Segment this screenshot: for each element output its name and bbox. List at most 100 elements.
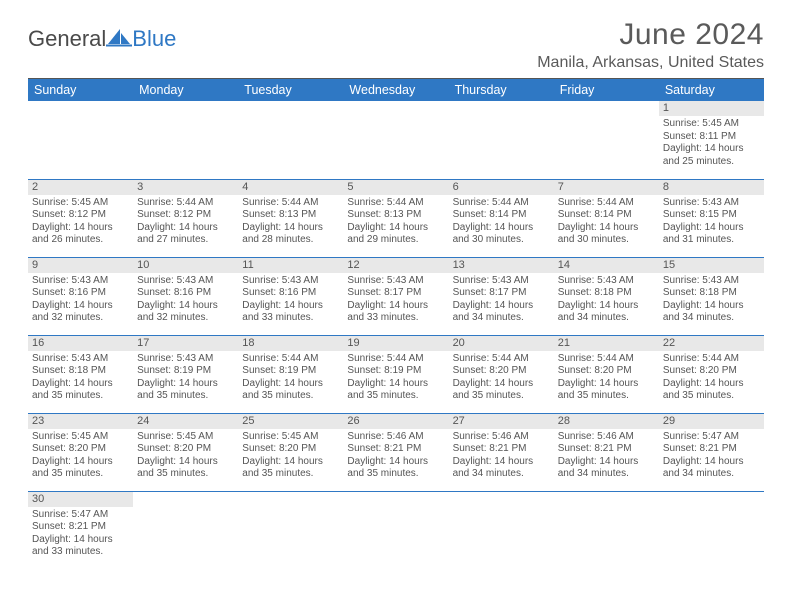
day-details: Sunrise: 5:43 AMSunset: 8:17 PMDaylight:…	[343, 273, 448, 329]
calendar-day-cell: 26Sunrise: 5:46 AMSunset: 8:21 PMDayligh…	[343, 413, 448, 491]
calendar-day-cell: 25Sunrise: 5:45 AMSunset: 8:20 PMDayligh…	[238, 413, 343, 491]
calendar-day-cell: 19Sunrise: 5:44 AMSunset: 8:19 PMDayligh…	[343, 335, 448, 413]
day-number: 21	[554, 336, 659, 351]
calendar-header-row: SundayMondayTuesdayWednesdayThursdayFrid…	[28, 79, 764, 101]
day-number: 1	[659, 101, 764, 116]
day-details: Sunrise: 5:45 AMSunset: 8:12 PMDaylight:…	[28, 195, 133, 251]
day-details: Sunrise: 5:44 AMSunset: 8:19 PMDaylight:…	[343, 351, 448, 407]
calendar-day-cell: 14Sunrise: 5:43 AMSunset: 8:18 PMDayligh…	[554, 257, 659, 335]
day-details: Sunrise: 5:43 AMSunset: 8:16 PMDaylight:…	[133, 273, 238, 329]
day-number: 13	[449, 258, 554, 273]
calendar-day-cell: 1Sunrise: 5:45 AMSunset: 8:11 PMDaylight…	[659, 101, 764, 179]
day-details: Sunrise: 5:44 AMSunset: 8:14 PMDaylight:…	[449, 195, 554, 251]
day-details: Sunrise: 5:44 AMSunset: 8:19 PMDaylight:…	[238, 351, 343, 407]
day-number: 7	[554, 180, 659, 195]
calendar-page: General Blue June 2024 Manila, Arkansas,…	[0, 0, 792, 569]
calendar-day-cell: 17Sunrise: 5:43 AMSunset: 8:19 PMDayligh…	[133, 335, 238, 413]
day-number: 24	[133, 414, 238, 429]
day-details: Sunrise: 5:43 AMSunset: 8:17 PMDaylight:…	[449, 273, 554, 329]
day-number: 30	[28, 492, 133, 507]
day-number: 6	[449, 180, 554, 195]
day-details: Sunrise: 5:44 AMSunset: 8:20 PMDaylight:…	[554, 351, 659, 407]
day-details: Sunrise: 5:43 AMSunset: 8:19 PMDaylight:…	[133, 351, 238, 407]
day-details: Sunrise: 5:44 AMSunset: 8:14 PMDaylight:…	[554, 195, 659, 251]
day-number: 4	[238, 180, 343, 195]
calendar-day-cell: .	[659, 491, 764, 569]
day-number: 8	[659, 180, 764, 195]
day-details: Sunrise: 5:45 AMSunset: 8:20 PMDaylight:…	[28, 429, 133, 485]
day-number: 15	[659, 258, 764, 273]
day-details: Sunrise: 5:43 AMSunset: 8:18 PMDaylight:…	[659, 273, 764, 329]
calendar-body: ......1Sunrise: 5:45 AMSunset: 8:11 PMDa…	[28, 101, 764, 569]
day-number: 19	[343, 336, 448, 351]
calendar-day-cell: 8Sunrise: 5:43 AMSunset: 8:15 PMDaylight…	[659, 179, 764, 257]
day-details: Sunrise: 5:45 AMSunset: 8:20 PMDaylight:…	[133, 429, 238, 485]
calendar-day-cell: 12Sunrise: 5:43 AMSunset: 8:17 PMDayligh…	[343, 257, 448, 335]
calendar-day-cell: 20Sunrise: 5:44 AMSunset: 8:20 PMDayligh…	[449, 335, 554, 413]
day-number: 25	[238, 414, 343, 429]
calendar-day-cell: .	[449, 491, 554, 569]
calendar-week-row: 16Sunrise: 5:43 AMSunset: 8:18 PMDayligh…	[28, 335, 764, 413]
calendar-table: SundayMondayTuesdayWednesdayThursdayFrid…	[28, 79, 764, 569]
calendar-day-cell: 27Sunrise: 5:46 AMSunset: 8:21 PMDayligh…	[449, 413, 554, 491]
page-title: June 2024	[537, 18, 764, 52]
day-details: Sunrise: 5:45 AMSunset: 8:20 PMDaylight:…	[238, 429, 343, 485]
calendar-day-cell: 18Sunrise: 5:44 AMSunset: 8:19 PMDayligh…	[238, 335, 343, 413]
calendar-day-cell: .	[554, 101, 659, 179]
calendar-day-cell: .	[28, 101, 133, 179]
day-details: Sunrise: 5:44 AMSunset: 8:13 PMDaylight:…	[343, 195, 448, 251]
calendar-day-cell: 30Sunrise: 5:47 AMSunset: 8:21 PMDayligh…	[28, 491, 133, 569]
calendar-day-cell: 28Sunrise: 5:46 AMSunset: 8:21 PMDayligh…	[554, 413, 659, 491]
day-number: 2	[28, 180, 133, 195]
calendar-week-row: 9Sunrise: 5:43 AMSunset: 8:16 PMDaylight…	[28, 257, 764, 335]
day-details: Sunrise: 5:46 AMSunset: 8:21 PMDaylight:…	[343, 429, 448, 485]
calendar-day-cell: .	[238, 101, 343, 179]
calendar-day-cell: 21Sunrise: 5:44 AMSunset: 8:20 PMDayligh…	[554, 335, 659, 413]
calendar-day-cell: 22Sunrise: 5:44 AMSunset: 8:20 PMDayligh…	[659, 335, 764, 413]
weekday-header: Saturday	[659, 79, 764, 101]
logo-text-2: Blue	[132, 26, 176, 52]
logo-sail-icon	[106, 27, 132, 52]
calendar-week-row: 23Sunrise: 5:45 AMSunset: 8:20 PMDayligh…	[28, 413, 764, 491]
day-number: 17	[133, 336, 238, 351]
day-details: Sunrise: 5:43 AMSunset: 8:16 PMDaylight:…	[238, 273, 343, 329]
calendar-day-cell: 24Sunrise: 5:45 AMSunset: 8:20 PMDayligh…	[133, 413, 238, 491]
weekday-header: Monday	[133, 79, 238, 101]
calendar-day-cell: .	[449, 101, 554, 179]
calendar-day-cell: .	[133, 101, 238, 179]
calendar-day-cell: 10Sunrise: 5:43 AMSunset: 8:16 PMDayligh…	[133, 257, 238, 335]
day-details: Sunrise: 5:43 AMSunset: 8:16 PMDaylight:…	[28, 273, 133, 329]
calendar-day-cell: 3Sunrise: 5:44 AMSunset: 8:12 PMDaylight…	[133, 179, 238, 257]
location-text: Manila, Arkansas, United States	[537, 54, 764, 72]
weekday-header: Friday	[554, 79, 659, 101]
day-details: Sunrise: 5:43 AMSunset: 8:15 PMDaylight:…	[659, 195, 764, 251]
calendar-day-cell: 29Sunrise: 5:47 AMSunset: 8:21 PMDayligh…	[659, 413, 764, 491]
day-number: 16	[28, 336, 133, 351]
calendar-week-row: 30Sunrise: 5:47 AMSunset: 8:21 PMDayligh…	[28, 491, 764, 569]
calendar-day-cell: 2Sunrise: 5:45 AMSunset: 8:12 PMDaylight…	[28, 179, 133, 257]
day-details: Sunrise: 5:47 AMSunset: 8:21 PMDaylight:…	[659, 429, 764, 485]
calendar-day-cell: .	[554, 491, 659, 569]
day-details: Sunrise: 5:43 AMSunset: 8:18 PMDaylight:…	[554, 273, 659, 329]
logo: General Blue	[28, 26, 176, 52]
calendar-week-row: ......1Sunrise: 5:45 AMSunset: 8:11 PMDa…	[28, 101, 764, 179]
day-details: Sunrise: 5:45 AMSunset: 8:11 PMDaylight:…	[659, 116, 764, 172]
day-details: Sunrise: 5:44 AMSunset: 8:20 PMDaylight:…	[449, 351, 554, 407]
title-block: June 2024 Manila, Arkansas, United State…	[537, 18, 764, 72]
day-number: 22	[659, 336, 764, 351]
calendar-day-cell: 7Sunrise: 5:44 AMSunset: 8:14 PMDaylight…	[554, 179, 659, 257]
calendar-day-cell: 4Sunrise: 5:44 AMSunset: 8:13 PMDaylight…	[238, 179, 343, 257]
day-details: Sunrise: 5:46 AMSunset: 8:21 PMDaylight:…	[449, 429, 554, 485]
day-details: Sunrise: 5:46 AMSunset: 8:21 PMDaylight:…	[554, 429, 659, 485]
weekday-header: Thursday	[449, 79, 554, 101]
calendar-day-cell: 15Sunrise: 5:43 AMSunset: 8:18 PMDayligh…	[659, 257, 764, 335]
weekday-header: Wednesday	[343, 79, 448, 101]
calendar-week-row: 2Sunrise: 5:45 AMSunset: 8:12 PMDaylight…	[28, 179, 764, 257]
day-details: Sunrise: 5:43 AMSunset: 8:18 PMDaylight:…	[28, 351, 133, 407]
calendar-day-cell: .	[133, 491, 238, 569]
calendar-day-cell: .	[343, 491, 448, 569]
calendar-day-cell: .	[343, 101, 448, 179]
calendar-day-cell: 16Sunrise: 5:43 AMSunset: 8:18 PMDayligh…	[28, 335, 133, 413]
calendar-day-cell: 5Sunrise: 5:44 AMSunset: 8:13 PMDaylight…	[343, 179, 448, 257]
day-details: Sunrise: 5:44 AMSunset: 8:13 PMDaylight:…	[238, 195, 343, 251]
